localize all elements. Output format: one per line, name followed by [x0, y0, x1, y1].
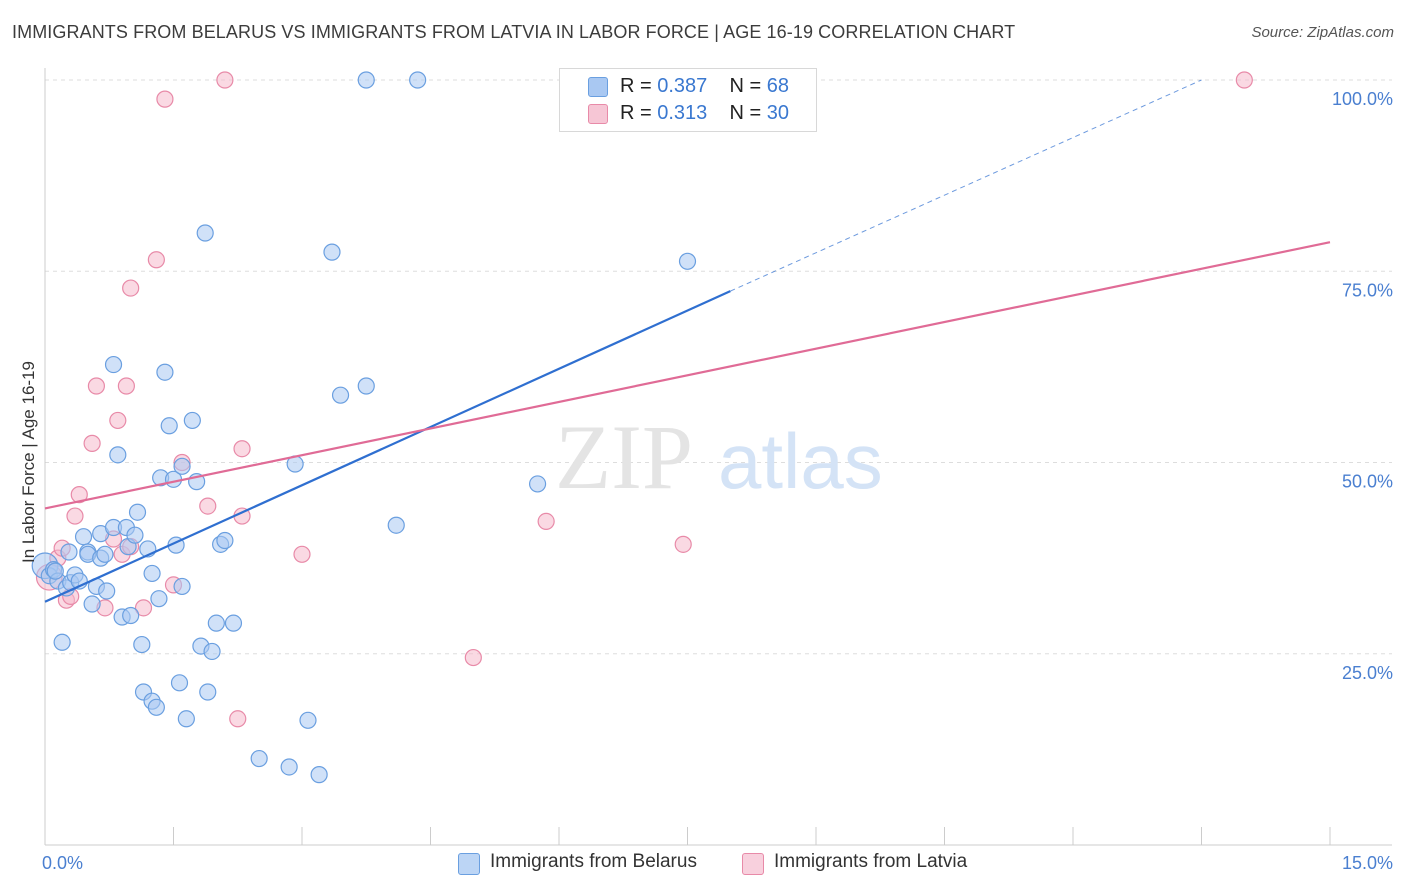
belarus-point: [133, 635, 151, 654]
belarus-point: [310, 766, 328, 784]
gridlines: [45, 79, 1392, 655]
belarus-point: [143, 564, 161, 583]
axes: [44, 68, 1392, 846]
belarus-point: [387, 516, 405, 534]
latvia-point: [122, 279, 140, 297]
belarus-point: [678, 252, 697, 270]
y-tick-label: 50.0%: [1342, 472, 1393, 492]
y-axis-title: In Labor Force | Age 16-19: [19, 361, 38, 563]
latvia-r-label: R =: [620, 102, 658, 124]
trendlines: [44, 79, 1331, 603]
latvia-point: [147, 251, 165, 269]
watermark-zip: ZIP: [555, 406, 693, 508]
latvia-point: [293, 545, 311, 563]
belarus-point: [323, 243, 341, 261]
belarus-point: [96, 545, 114, 563]
belarus-point: [409, 71, 427, 89]
belarus-n-value: 68: [766, 75, 790, 97]
belarus-r-value: 0.387: [657, 75, 708, 97]
y-tick-label: 75.0%: [1342, 280, 1393, 300]
belarus-point: [280, 758, 298, 776]
latvia-point: [1235, 71, 1253, 89]
latvia-point: [233, 440, 251, 458]
belarus-point: [173, 577, 191, 596]
y-tick-label: 25.0%: [1342, 663, 1393, 683]
belarus-point: [299, 711, 317, 729]
correlation-legend: R = 0.387 N = 68 R = 0.313 N = 30: [559, 68, 817, 132]
x-tick-label: 0.0%: [42, 853, 83, 873]
belarus-point: [357, 71, 375, 89]
latvia-point: [134, 599, 153, 617]
latvia-point: [229, 710, 247, 728]
belarus-point: [150, 590, 168, 608]
belarus-point: [250, 749, 268, 768]
latvia-point: [117, 377, 135, 395]
belarus-trendline: [44, 290, 731, 603]
belarus-point: [160, 417, 178, 435]
belarus-point: [357, 377, 375, 395]
series-legend: Immigrants from Belarus Immigrants from …: [0, 850, 1406, 880]
y-tick-label: 100.0%: [1332, 89, 1393, 109]
latvia-point: [83, 434, 101, 452]
belarus-point: [203, 642, 221, 661]
latvia-point: [109, 411, 127, 430]
belarus-point: [173, 457, 191, 475]
belarus-points: [31, 71, 697, 784]
belarus-point: [207, 614, 225, 632]
belarus-point: [224, 614, 243, 632]
belarus-n-label: N =: [729, 75, 767, 97]
latvia-point: [464, 648, 482, 667]
latvia-legend-swatch: [742, 853, 764, 875]
latvia-r-value: 0.313: [657, 102, 708, 124]
latvia-point: [216, 71, 234, 89]
latvia-point: [674, 535, 692, 553]
belarus-point: [147, 698, 165, 716]
belarus-point: [528, 475, 547, 493]
belarus-point: [156, 363, 174, 381]
belarus-point: [74, 528, 93, 546]
latvia-point: [537, 512, 555, 531]
belarus-point: [46, 562, 64, 580]
belarus-point: [60, 543, 78, 561]
belarus-point: [177, 710, 195, 728]
belarus-point: [128, 503, 147, 521]
belarus-point: [196, 224, 214, 242]
belarus-point: [53, 633, 71, 651]
belarus-r-label: R =: [620, 75, 658, 97]
latvia-n-value: 30: [766, 102, 790, 124]
latvia-point: [156, 90, 174, 108]
belarus-legend-swatch: [458, 853, 480, 875]
belarus-point: [104, 355, 123, 374]
belarus-point: [331, 386, 350, 404]
belarus-point: [199, 683, 217, 701]
belarus-point: [126, 526, 144, 544]
belarus-point: [109, 446, 127, 464]
belarus-point: [183, 411, 201, 430]
x-tick-label: 15.0%: [1342, 853, 1393, 873]
source-credit: Source: ZipAtlas.com: [1251, 24, 1394, 41]
legend-label-belarus: Immigrants from Belarus: [490, 851, 697, 872]
latvia-point: [70, 486, 88, 504]
belarus-point: [83, 595, 101, 613]
legend-label-latvia: Immigrants from Latvia: [774, 851, 968, 872]
latvia-trendline: [44, 241, 1331, 510]
latvia-swatch: [588, 104, 608, 124]
tick-labels: 25.0% 50.0% 75.0% 100.0% 0.0% 15.0%: [42, 89, 1393, 873]
chart-title: IMMIGRANTS FROM BELARUS VS IMMIGRANTS FR…: [12, 22, 1016, 42]
watermark-atlas: atlas: [718, 417, 883, 505]
belarus-point: [216, 531, 234, 550]
latvia-point: [87, 377, 106, 395]
belarus-swatch: [588, 77, 608, 97]
latvia-point: [66, 507, 84, 525]
latvia-point: [199, 497, 217, 515]
latvia-n-label: N =: [729, 102, 767, 124]
belarus-point: [98, 582, 116, 600]
watermark: ZIP atlas: [555, 406, 883, 508]
belarus-point: [122, 606, 140, 625]
belarus-point: [170, 674, 189, 692]
